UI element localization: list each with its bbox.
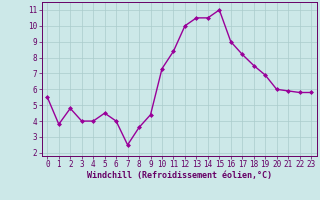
- X-axis label: Windchill (Refroidissement éolien,°C): Windchill (Refroidissement éolien,°C): [87, 171, 272, 180]
